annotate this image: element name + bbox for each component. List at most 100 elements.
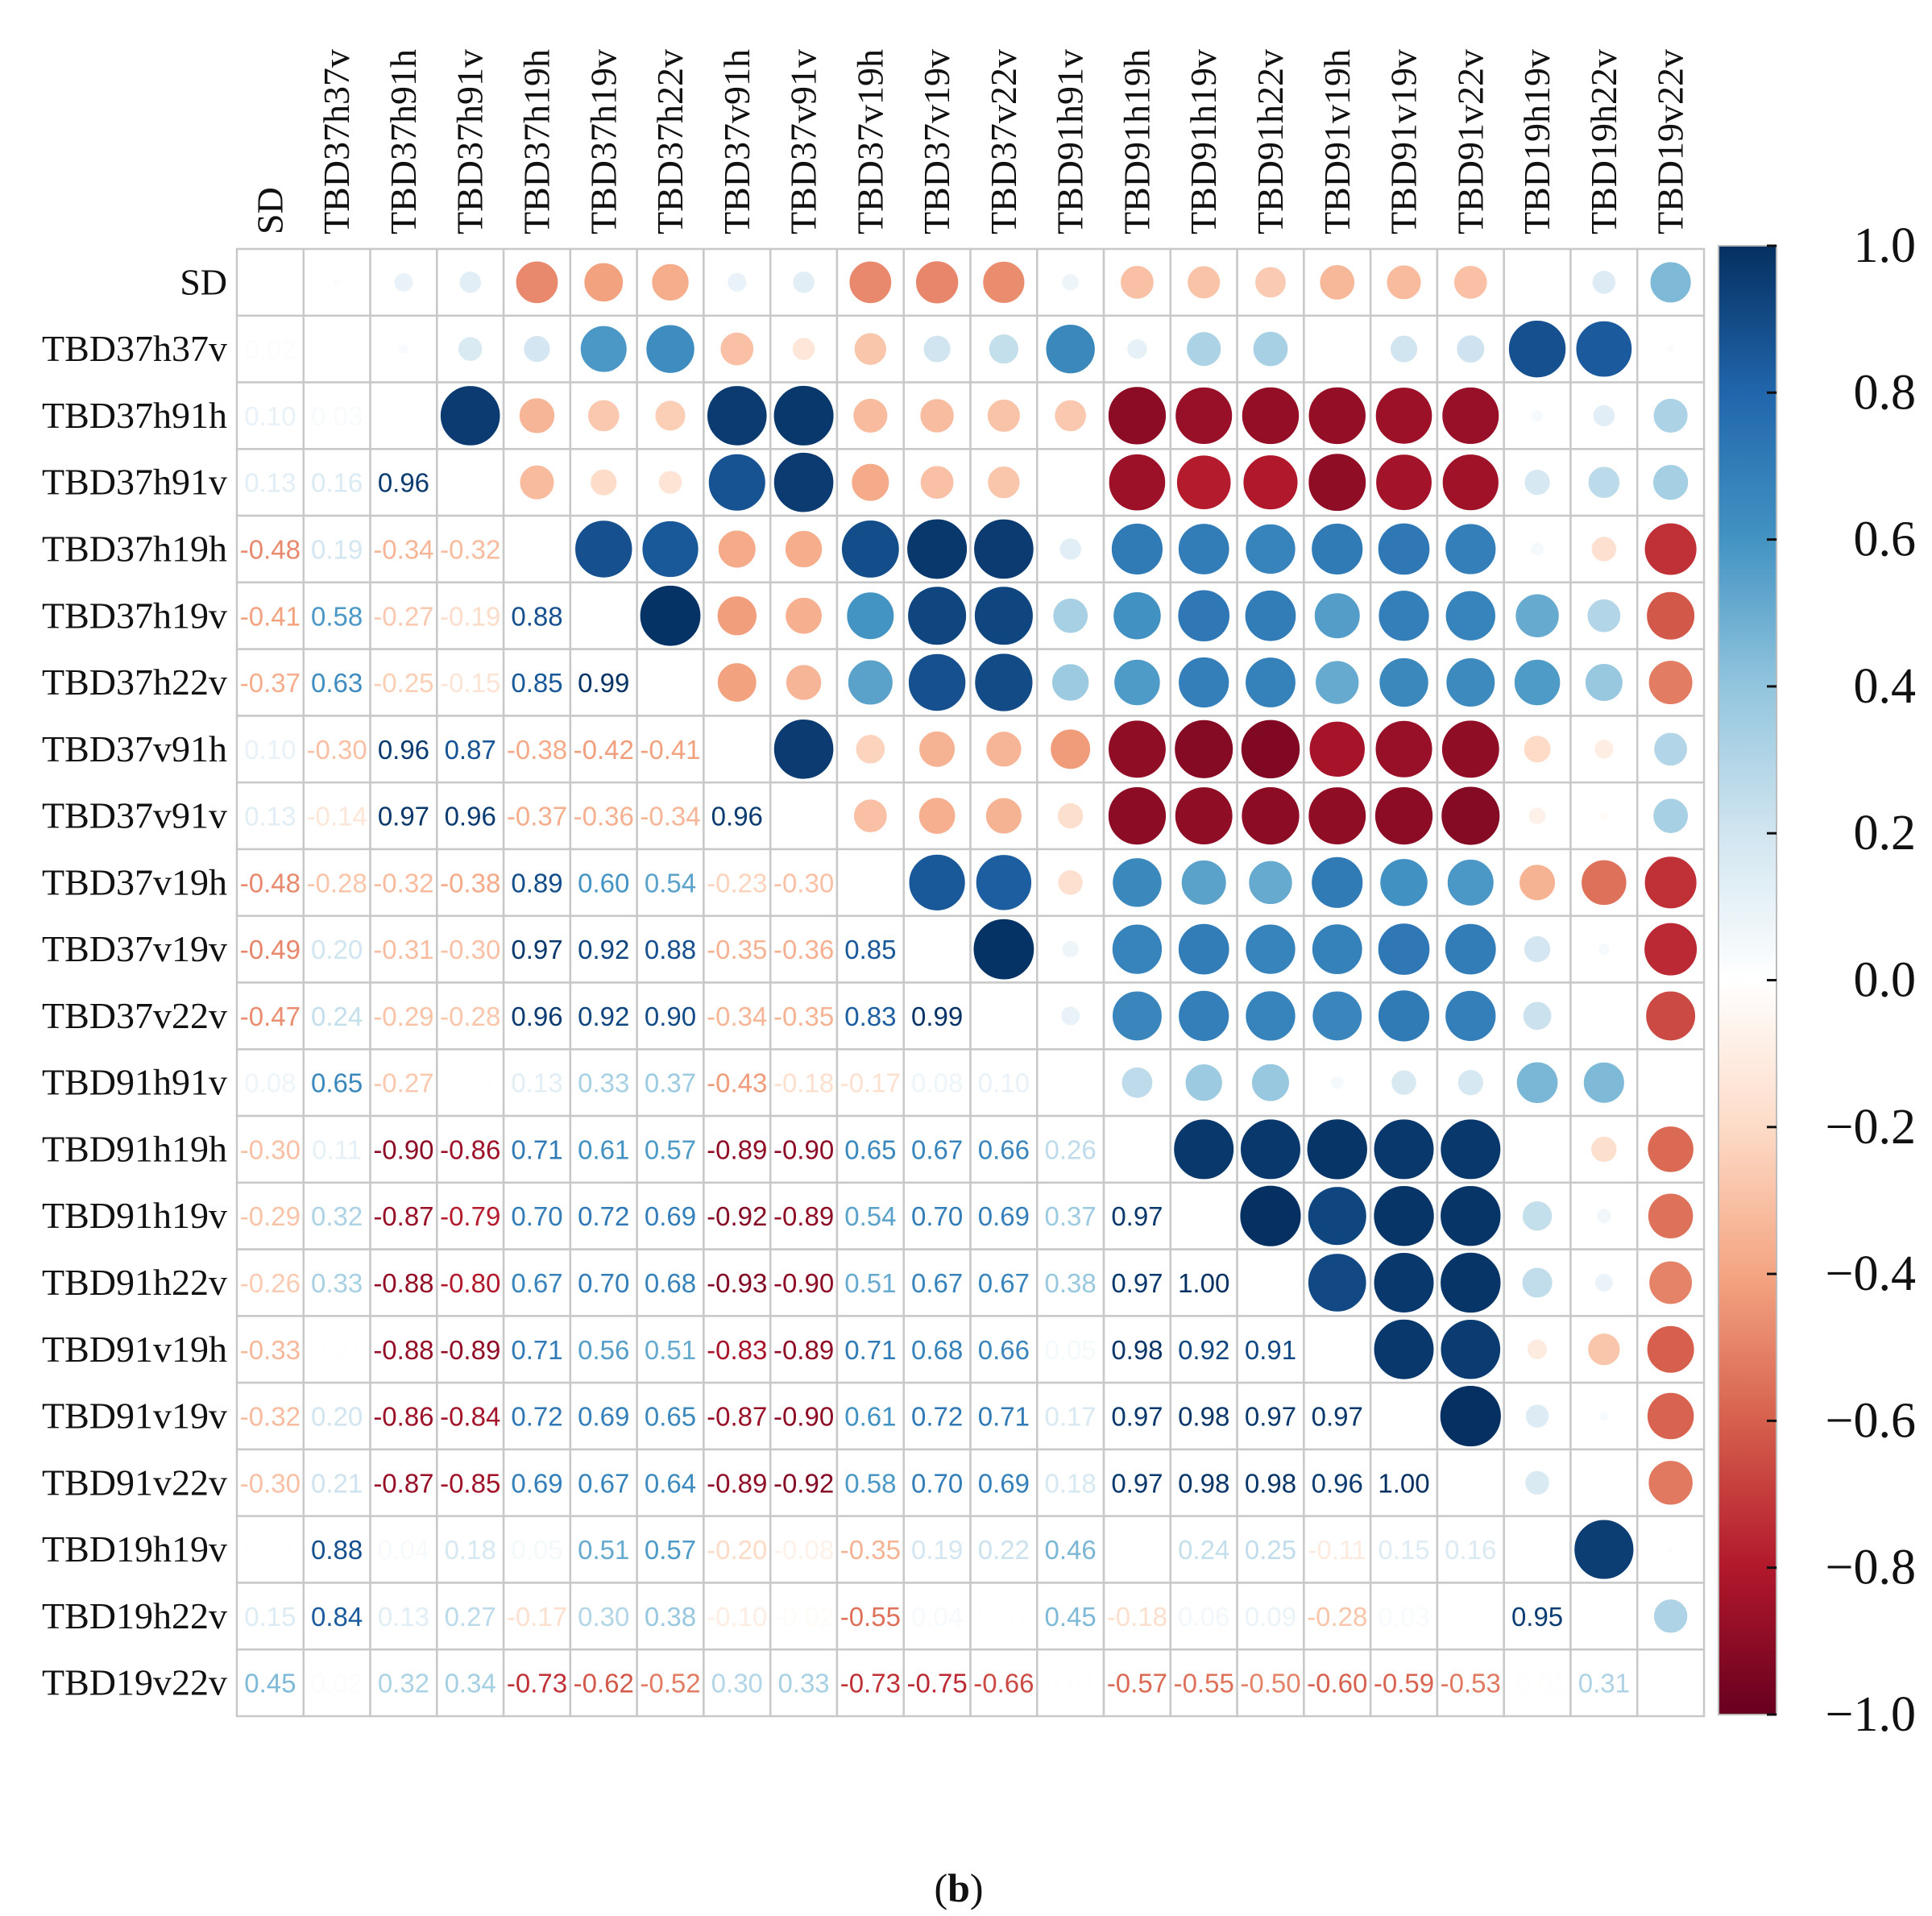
matrix-cell xyxy=(302,1181,371,1250)
correlation-value: 0.85 xyxy=(844,935,896,964)
correlation-value: 0.16 xyxy=(1445,1535,1496,1565)
correlation-circle xyxy=(1523,735,1552,764)
matrix-cell xyxy=(1303,1315,1372,1384)
correlation-value: -0.38 xyxy=(507,735,567,765)
matrix-cell xyxy=(302,1648,371,1718)
column-label: TBD91h19v xyxy=(1183,49,1224,234)
correlation-value: 0.90 xyxy=(645,1002,696,1031)
correlation-value: 0.67 xyxy=(511,1268,562,1298)
correlation-circle xyxy=(1587,466,1621,499)
row-label: TBD37h91h xyxy=(42,395,227,436)
correlation-value: -0.92 xyxy=(707,1201,767,1231)
correlation-circle xyxy=(1586,598,1622,633)
correlation-circle xyxy=(1646,1391,1695,1441)
matrix-cell xyxy=(835,1315,905,1384)
correlation-value: -0.43 xyxy=(707,1068,767,1098)
correlation-value: 0.72 xyxy=(511,1402,562,1432)
correlation-value: -0.88 xyxy=(373,1335,433,1365)
lower-triangle-values: 0.020.10 0.030.13 0.16 0.96-0.48 0.19 -0.34 -0… xyxy=(240,334,1630,1698)
column-label: TBD91v22v xyxy=(1449,49,1490,234)
correlation-value: 0.54 xyxy=(844,1201,896,1231)
matrix-cell xyxy=(902,1582,972,1651)
correlation-value: 0.18 xyxy=(1045,1468,1097,1498)
correlation-circle xyxy=(1177,923,1230,976)
correlation-circle xyxy=(1647,1192,1694,1239)
correlation-value: 0.70 xyxy=(911,1201,963,1231)
matrix-cell xyxy=(835,1114,905,1184)
matrix-cell xyxy=(1569,1582,1639,1651)
correlation-circle xyxy=(1373,1251,1435,1313)
correlation-circle xyxy=(1177,589,1231,643)
correlation-value: 0.96 xyxy=(511,1002,562,1031)
matrix-cell xyxy=(502,581,572,650)
correlation-value: -0.89 xyxy=(773,1201,834,1231)
correlation-value: 0.01 xyxy=(978,1602,1030,1632)
correlation-circle xyxy=(1646,591,1696,641)
matrix-cell xyxy=(703,715,772,784)
matrix-cell xyxy=(769,781,839,851)
matrix-cell xyxy=(902,1048,972,1118)
correlation-value: 0.88 xyxy=(511,601,562,631)
matrix-cell xyxy=(235,1448,305,1517)
correlation-value: 0.56 xyxy=(578,1335,629,1365)
column-label: TBD91v19h xyxy=(1316,49,1358,234)
upper-triangle-circles xyxy=(332,260,1698,1634)
matrix-cell xyxy=(902,448,972,517)
correlation-circle xyxy=(1441,386,1500,445)
matrix-cell xyxy=(1036,1114,1105,1184)
correlation-circle xyxy=(1240,719,1301,780)
correlation-value: 0.10 xyxy=(978,1068,1030,1098)
correlation-circle xyxy=(1113,591,1162,641)
correlation-value: 0.97 xyxy=(1245,1402,1296,1432)
correlation-circle xyxy=(1067,479,1074,487)
correlation-value: 0.20 xyxy=(311,935,363,964)
correlation-circle xyxy=(1052,597,1089,634)
row-label: TBD19h22v xyxy=(42,1595,227,1636)
correlation-value: 0.71 xyxy=(844,1335,896,1365)
correlation-value: -0.32 xyxy=(440,534,500,564)
correlation-circle xyxy=(1445,657,1496,707)
matrix-cell xyxy=(703,848,772,917)
correlation-value: 0.97 xyxy=(511,935,562,964)
matrix-cell xyxy=(302,314,371,384)
row-label: TBD37h19h xyxy=(42,528,227,569)
correlation-circle xyxy=(1440,1318,1502,1380)
correlation-value: 0.69 xyxy=(511,1468,562,1498)
correlation-circle xyxy=(1239,1184,1302,1247)
column-label: TBD37h37v xyxy=(316,49,357,234)
correlation-value: 0.99 xyxy=(911,1002,963,1031)
correlation-value: 0.01 xyxy=(244,1535,296,1565)
correlation-circle xyxy=(1050,728,1092,770)
correlation-circle xyxy=(1587,1333,1621,1366)
correlation-value: -0.89 xyxy=(707,1468,767,1498)
correlation-value: 0.32 xyxy=(311,1201,363,1231)
correlation-circle xyxy=(1386,264,1422,301)
correlation-value: -0.38 xyxy=(440,868,500,898)
correlation-value: 0.61 xyxy=(578,1134,629,1164)
correlation-value: -0.92 xyxy=(773,1468,834,1498)
matrix-cell xyxy=(302,715,371,784)
correlation-circle xyxy=(1054,399,1087,433)
correlation-circle xyxy=(574,520,633,579)
correlation-circle xyxy=(1126,338,1148,360)
correlation-circle xyxy=(717,529,757,569)
correlation-circle xyxy=(651,263,690,302)
matrix-cell xyxy=(569,1381,638,1451)
colorbar-tick-label: −1.0 xyxy=(1826,1687,1916,1742)
row-label: TBD37h37v xyxy=(42,328,227,369)
matrix-cell xyxy=(302,914,371,984)
correlation-value: -0.85 xyxy=(440,1468,500,1498)
correlation-circle xyxy=(1333,345,1341,353)
correlation-circle xyxy=(1445,523,1497,575)
correlation-value: 0.19 xyxy=(311,534,363,564)
correlation-value: -0.86 xyxy=(440,1134,500,1164)
correlation-value: 0.98 xyxy=(1245,1468,1296,1498)
correlation-circle xyxy=(1248,860,1293,906)
correlation-value: 0.24 xyxy=(1178,1535,1229,1565)
correlation-value: 0.01 xyxy=(311,1335,363,1365)
correlation-circle xyxy=(645,324,695,374)
correlation-value: 0.92 xyxy=(1178,1335,1229,1365)
correlation-circle xyxy=(1391,1069,1417,1096)
row-label: TBD37h91v xyxy=(42,462,227,503)
